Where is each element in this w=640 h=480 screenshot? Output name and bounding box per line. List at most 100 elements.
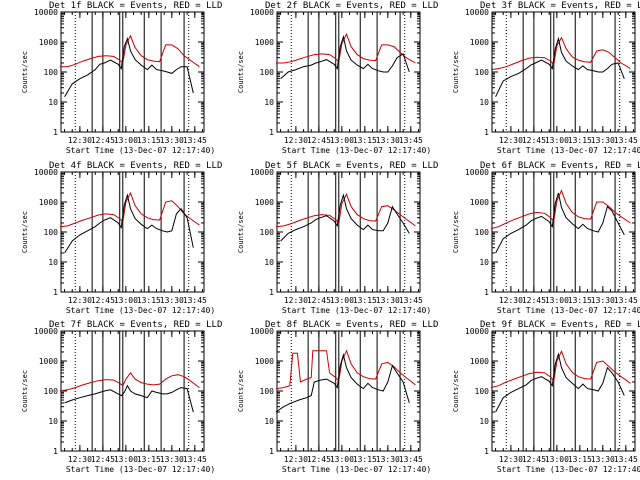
y-tick-label: 10000	[34, 327, 58, 336]
x-tick-label: 13:15	[568, 455, 592, 464]
x-tick-label: 13:15	[137, 455, 161, 464]
x-tick-label: 13:15	[137, 136, 161, 145]
x-tick-label: 13:30	[376, 136, 400, 145]
series-line-red	[490, 350, 631, 389]
x-tick-label: 12:30	[499, 455, 523, 464]
series-line-black	[64, 36, 194, 97]
y-tick-label: 10	[479, 98, 489, 107]
x-tick-label: 13:30	[160, 136, 184, 145]
series-line-black	[64, 384, 194, 413]
plot-frame	[60, 330, 205, 452]
y-tick-label: 10000	[250, 327, 274, 336]
y-tick-label: 1000	[255, 38, 274, 47]
y-axis-label: Counts/sec	[21, 211, 29, 253]
y-tick-label: 1000	[470, 357, 489, 366]
x-tick-label: 13:30	[376, 455, 400, 464]
panel-title: Det 1f BLACK = Events, RED = LLD	[49, 1, 222, 11]
plot-frame	[60, 11, 205, 133]
x-tick-label: 13:00	[545, 455, 569, 464]
y-tick-label: 10	[48, 258, 58, 267]
x-tick-label: 12:45	[91, 455, 115, 464]
x-tick-label: 13:00	[545, 296, 569, 305]
y-tick-label: 100	[260, 68, 275, 77]
y-tick-label: 10	[479, 417, 489, 426]
x-tick-label: 13:45	[183, 455, 207, 464]
x-tick-label: 12:30	[499, 296, 523, 305]
panel-title: Det 9f BLACK = Events, RED = LLD	[480, 320, 640, 330]
y-tick-label: 1000	[255, 357, 274, 366]
detector-panel-4: Det 4f BLACK = Events, RED = LLD 1 10 100 10…	[21, 161, 222, 315]
y-tick-label: 1	[484, 288, 489, 297]
series-line-black	[275, 352, 410, 413]
y-tick-label: 1000	[255, 198, 274, 207]
series-line-black	[495, 192, 625, 254]
x-tick-label: 12:30	[284, 136, 308, 145]
plot-frame	[276, 330, 421, 452]
x-tick-label: 12:45	[307, 136, 331, 145]
series-line-red	[60, 34, 200, 68]
y-axis-label: Counts/sec	[21, 370, 29, 412]
x-tick-label: 13:00	[114, 455, 138, 464]
x-tick-label: 13:15	[353, 296, 377, 305]
y-tick-label: 10000	[250, 168, 274, 177]
y-tick-label: 10000	[250, 8, 274, 17]
y-tick-label: 10000	[465, 327, 489, 336]
y-tick-label: 100	[475, 68, 490, 77]
x-axis-label: Start Time (13-Dec-07 12:17:40)	[66, 306, 215, 315]
series-line-red	[490, 36, 631, 71]
y-axis-label: Counts/sec	[237, 51, 245, 93]
x-tick-label: 13:30	[591, 136, 615, 145]
x-tick-label: 13:45	[183, 136, 207, 145]
y-tick-label: 10	[264, 258, 274, 267]
y-tick-label: 10	[479, 258, 489, 267]
y-tick-label: 10000	[34, 168, 58, 177]
panel-title: Det 4f BLACK = Events, RED = LLD	[49, 161, 222, 171]
panel-title: Det 3f BLACK = Events, RED = LLD	[480, 1, 640, 11]
x-tick-label: 13:45	[614, 455, 638, 464]
series-line-black	[495, 36, 625, 97]
x-tick-label: 12:30	[284, 296, 308, 305]
x-tick-label: 13:00	[330, 296, 354, 305]
y-tick-label: 10	[48, 417, 58, 426]
x-axis-label: Start Time (13-Dec-07 12:17:40)	[497, 146, 640, 155]
series-line-red	[275, 193, 416, 228]
panel-title: Det 8f BLACK = Events, RED = LLD	[265, 320, 438, 330]
y-tick-label: 1	[53, 128, 58, 137]
x-axis-label: Start Time (13-Dec-07 12:17:40)	[282, 306, 431, 315]
series-line-black	[495, 352, 625, 413]
plot-frame	[491, 11, 636, 133]
detector-panel-2: Det 2f BLACK = Events, RED = LLD 1 10 100 10…	[237, 1, 438, 155]
detector-panel-6: Det 6f BLACK = Events, RED = LLD 1 10 100 10…	[452, 161, 640, 315]
series-line-black	[280, 193, 410, 242]
x-tick-label: 13:15	[137, 296, 161, 305]
x-tick-label: 13:00	[114, 136, 138, 145]
y-tick-label: 10000	[34, 8, 58, 17]
x-tick-label: 12:45	[307, 455, 331, 464]
x-tick-label: 12:30	[68, 455, 92, 464]
x-tick-label: 13:15	[353, 455, 377, 464]
x-tick-label: 12:30	[68, 136, 92, 145]
y-tick-label: 100	[44, 387, 59, 396]
x-tick-label: 13:00	[114, 296, 138, 305]
y-tick-label: 1000	[470, 198, 489, 207]
detector-panel-1: Det 1f BLACK = Events, RED = LLD 1 10 100 10…	[21, 1, 222, 155]
x-tick-label: 12:45	[522, 296, 546, 305]
detector-panel-7: Det 7f BLACK = Events, RED = LLD 1 10 100 10…	[21, 320, 222, 474]
detector-panel-5: Det 5f BLACK = Events, RED = LLD 1 10 100 10…	[237, 161, 438, 315]
y-tick-label: 100	[475, 387, 490, 396]
x-tick-label: 13:30	[591, 455, 615, 464]
x-axis-label: Start Time (13-Dec-07 12:17:40)	[66, 146, 215, 155]
y-tick-label: 100	[475, 228, 490, 237]
series-line-black	[280, 34, 410, 80]
y-tick-label: 1	[484, 447, 489, 456]
x-tick-label: 13:45	[183, 296, 207, 305]
y-tick-label: 1	[53, 447, 58, 456]
plot-frame	[60, 171, 205, 293]
y-tick-label: 1	[269, 128, 274, 137]
y-tick-label: 100	[44, 68, 59, 77]
x-tick-label: 12:45	[522, 136, 546, 145]
y-tick-label: 10000	[465, 168, 489, 177]
x-tick-label: 12:45	[522, 455, 546, 464]
panel-title: Det 2f BLACK = Events, RED = LLD	[265, 1, 438, 11]
